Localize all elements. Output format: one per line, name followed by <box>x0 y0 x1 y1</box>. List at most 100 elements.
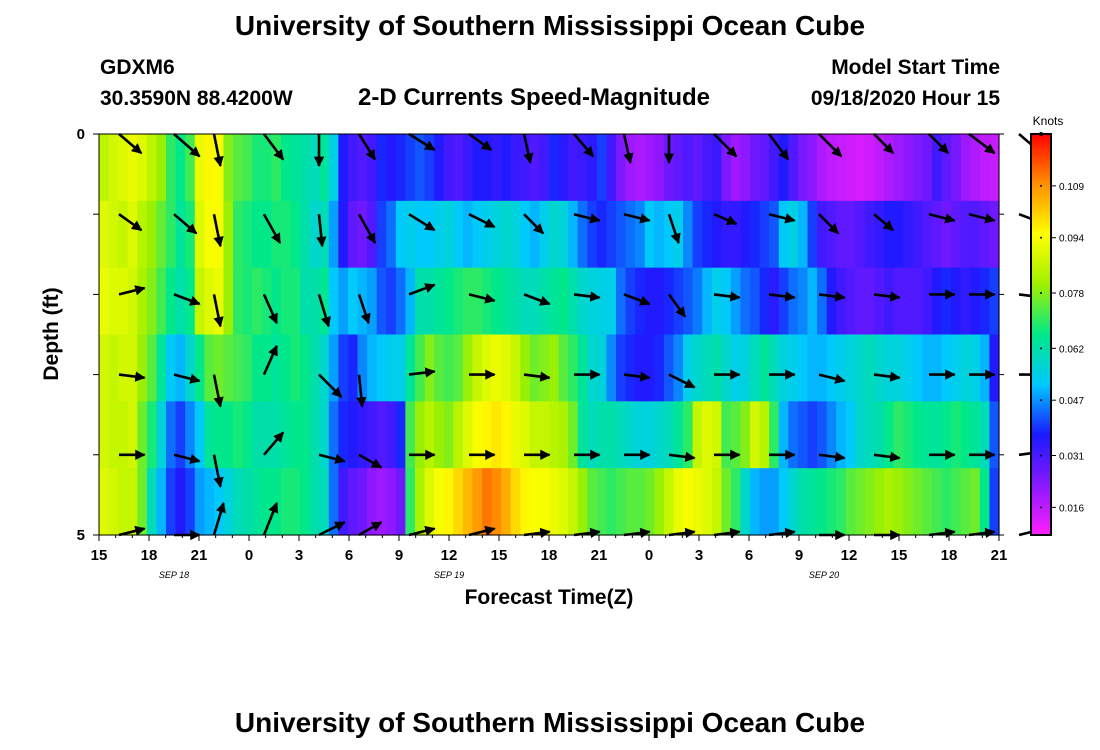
current-vector-arrow <box>573 527 601 539</box>
heatmap-cell <box>826 200 837 269</box>
heatmap-cell <box>721 468 732 536</box>
current-vector-arrow <box>468 213 496 229</box>
heatmap-cell <box>501 200 512 269</box>
heatmap-cell <box>644 334 655 402</box>
colorbar-gradient <box>1030 133 1052 536</box>
heatmap-cell <box>577 134 588 202</box>
heatmap-cell <box>788 200 799 269</box>
heatmap-cell <box>721 200 732 269</box>
heatmap-cell <box>587 401 598 469</box>
heatmap-cell <box>903 468 914 536</box>
heatmap-cell <box>213 334 225 402</box>
heatmap-cell <box>300 468 311 536</box>
heatmap-cell <box>884 468 895 536</box>
heatmap-cell <box>357 468 368 536</box>
current-vector-arrow <box>173 373 201 384</box>
heatmap-cell <box>242 267 253 336</box>
heatmap-cell <box>721 401 732 469</box>
heatmap-cell <box>740 267 751 336</box>
heatmap-cell <box>903 267 914 336</box>
current-vector-arrow <box>118 285 146 296</box>
heatmap-cell <box>884 401 895 469</box>
heatmap-cell <box>204 334 215 402</box>
heatmap-cell <box>549 334 560 402</box>
heatmap-cell <box>376 200 387 269</box>
heatmap-cell <box>960 334 971 402</box>
current-vector-arrow <box>408 525 436 537</box>
heatmap-cell <box>826 468 837 536</box>
heatmap-cell <box>443 334 454 402</box>
current-vector-arrow <box>873 133 895 155</box>
heatmap-cell <box>807 200 818 269</box>
heatmap-cell <box>769 334 780 402</box>
heatmap-cell <box>855 334 866 402</box>
heatmap-cell <box>616 267 627 336</box>
heatmap-cell <box>395 468 406 536</box>
heatmap-cell <box>280 334 292 402</box>
heatmap-cell <box>970 334 981 402</box>
heatmap-cell <box>529 334 541 402</box>
heatmap-cell <box>146 334 158 402</box>
current-vector-arrow <box>573 212 601 224</box>
heatmap-cell <box>118 401 129 469</box>
heatmap-cell <box>989 200 1000 269</box>
current-vector-arrow <box>358 453 383 469</box>
heatmap-cell <box>596 200 608 269</box>
heatmap-cell <box>577 468 588 536</box>
x-date-label: SEP 20 <box>809 570 839 580</box>
heatmap-cell <box>568 401 579 469</box>
current-vector-arrow <box>317 294 331 328</box>
heatmap-cell <box>558 334 569 402</box>
heatmap-cell <box>692 267 703 336</box>
current-vector-arrow <box>118 371 146 382</box>
heatmap-cell <box>386 200 397 269</box>
current-vector-arrow <box>873 213 895 232</box>
heatmap-cell <box>280 401 292 469</box>
current-vector-arrow <box>768 212 796 224</box>
heatmap-cell <box>175 267 186 336</box>
heatmap-cell <box>778 200 789 269</box>
current-vector-arrow <box>623 527 651 539</box>
heatmap-cell <box>864 468 876 536</box>
heatmap-cell <box>759 134 770 202</box>
heatmap-cell <box>769 267 780 336</box>
heatmap-cell <box>347 134 359 202</box>
current-vector-arrow <box>818 213 840 235</box>
heatmap-cell <box>309 334 320 402</box>
heatmap-cell <box>683 267 694 336</box>
heatmap-cell <box>443 401 454 469</box>
heatmap-cell <box>922 401 933 469</box>
heatmap-cell <box>596 401 608 469</box>
heatmap-cell <box>788 334 799 402</box>
heatmap-cell <box>156 267 167 336</box>
heatmap-cell <box>970 267 981 336</box>
current-vector-arrow <box>173 293 201 306</box>
heatmap-cell <box>127 401 138 469</box>
heatmap-cell <box>347 468 359 536</box>
current-vector-arrow <box>668 527 696 539</box>
heatmap-cell <box>252 134 263 202</box>
heatmap-cell <box>118 200 129 269</box>
heatmap-cell <box>338 200 349 269</box>
heatmap-cell <box>606 401 617 469</box>
current-vector-arrow <box>713 133 738 158</box>
heatmap-cell <box>118 267 129 336</box>
heatmap-cell <box>501 134 512 202</box>
heatmap-cell <box>663 200 675 269</box>
heatmap-cell <box>941 267 952 336</box>
heatmap-cell <box>539 200 550 269</box>
heatmap-cell <box>405 334 416 402</box>
heatmap-cell <box>558 267 569 336</box>
heatmap-cell <box>654 401 665 469</box>
heatmap-cell <box>989 134 1000 202</box>
heatmap-cell <box>864 200 876 269</box>
heatmap-cell <box>491 334 502 402</box>
heatmap-cell <box>893 401 904 469</box>
heatmap-cell <box>922 134 933 202</box>
heatmap-cell <box>673 334 684 402</box>
heatmap-cell <box>252 267 263 336</box>
heatmap-cell <box>242 468 253 536</box>
heatmap-cell <box>99 401 110 469</box>
heatmap-cell <box>778 267 789 336</box>
heatmap-cell <box>472 468 483 536</box>
